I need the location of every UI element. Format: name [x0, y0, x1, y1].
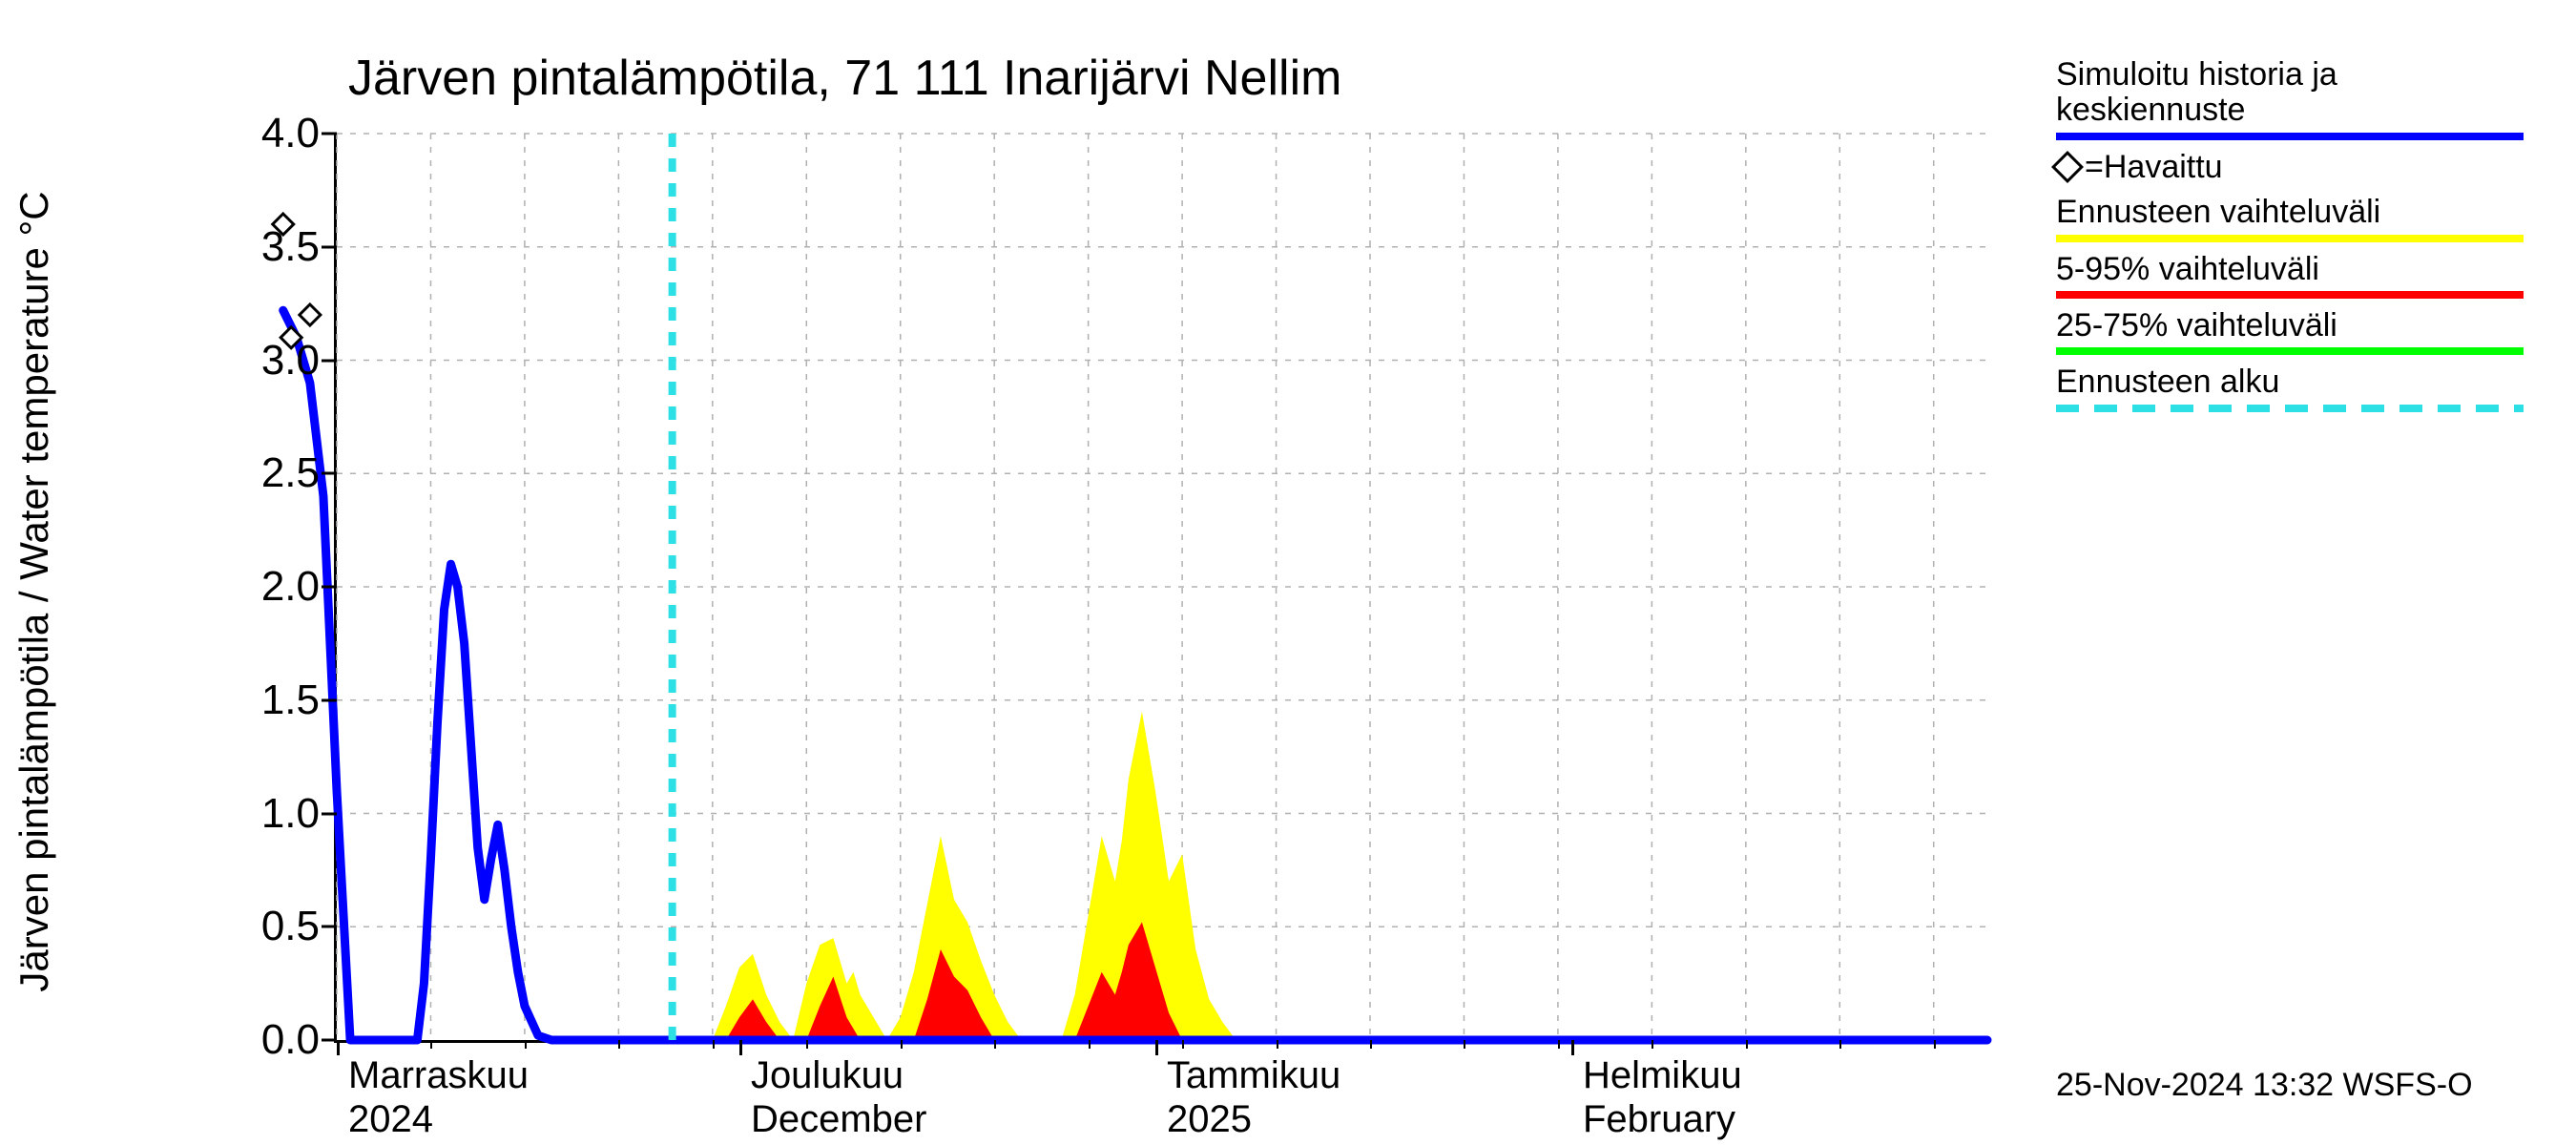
legend-label: 25-75% vaihteluväli	[2056, 308, 2524, 344]
legend-swatch	[2056, 235, 2524, 242]
y-axis-title: Järven pintalämpötila / Water temperatur…	[11, 191, 57, 991]
xtick-label: Marraskuu2024	[348, 1040, 529, 1141]
chart-container: Järven pintalämpötila / Water temperatur…	[0, 0, 2576, 1145]
xtick-label: Tammikuu2025	[1167, 1040, 1340, 1141]
plot-area: 0.00.51.01.52.02.53.03.54.0Marraskuu2024…	[334, 134, 1987, 1043]
xtick-minor	[1089, 1040, 1091, 1049]
xtick-major	[739, 1040, 742, 1055]
legend-swatch	[2056, 133, 2524, 140]
ytick-label: 0.0	[261, 1016, 337, 1064]
observed-point-icon	[300, 304, 321, 325]
legend-label: Ennusteen alku	[2056, 364, 2524, 400]
ytick-label: 2.5	[261, 449, 337, 497]
legend-label: keskiennuste	[2056, 93, 2524, 128]
xtick-minor	[1370, 1040, 1372, 1049]
ytick-label: 3.0	[261, 337, 337, 385]
xtick-major	[1571, 1040, 1574, 1055]
xtick-minor	[1558, 1040, 1560, 1049]
xtick-label: JoulukuuDecember	[751, 1040, 927, 1141]
ytick-label: 2.0	[261, 563, 337, 611]
legend-item: Simuloitu historia jakeskiennuste	[2056, 57, 2524, 140]
legend-label: =Havaittu	[2085, 150, 2223, 185]
xtick-minor	[1934, 1040, 1936, 1049]
xtick-label: HelmikuuFebruary	[1583, 1040, 1742, 1141]
legend-item: Ennusteen vaihteluväli	[2056, 195, 2524, 241]
ytick-label: 0.5	[261, 903, 337, 950]
xtick-major	[1155, 1040, 1158, 1055]
timestamp-label: 25-Nov-2024 13:32 WSFS-O	[2056, 1067, 2473, 1104]
legend-label: Simuloitu historia ja	[2056, 57, 2524, 93]
legend-label: 5-95% vaihteluväli	[2056, 252, 2524, 287]
legend-item: Ennusteen alku	[2056, 364, 2524, 411]
legend-item: =Havaittu	[2056, 150, 2524, 185]
ytick-label: 3.5	[261, 223, 337, 271]
legend-swatch	[2056, 405, 2524, 412]
legend-swatch	[2056, 291, 2524, 299]
legend-swatch	[2056, 347, 2524, 355]
legend-label: Ennusteen vaihteluväli	[2056, 195, 2524, 230]
ytick-label: 4.0	[261, 110, 337, 157]
ytick-label: 1.5	[261, 677, 337, 724]
legend: Simuloitu historia jakeskiennuste =Havait…	[2056, 57, 2524, 422]
xtick-major	[337, 1040, 340, 1055]
xtick-minor	[1746, 1040, 1748, 1049]
legend-item: 5-95% vaihteluväli	[2056, 252, 2524, 299]
xtick-minor	[713, 1040, 715, 1049]
xtick-minor	[1464, 1040, 1465, 1049]
chart-title: Järven pintalämpötila, 71 111 Inarijärvi…	[348, 50, 1341, 107]
diamond-icon	[2051, 151, 2084, 183]
legend-item: 25-75% vaihteluväli	[2056, 308, 2524, 355]
xtick-minor	[1839, 1040, 1841, 1049]
overlay-layer	[337, 134, 1987, 1040]
ytick-label: 1.0	[261, 790, 337, 838]
xtick-minor	[994, 1040, 996, 1049]
xtick-minor	[618, 1040, 620, 1049]
